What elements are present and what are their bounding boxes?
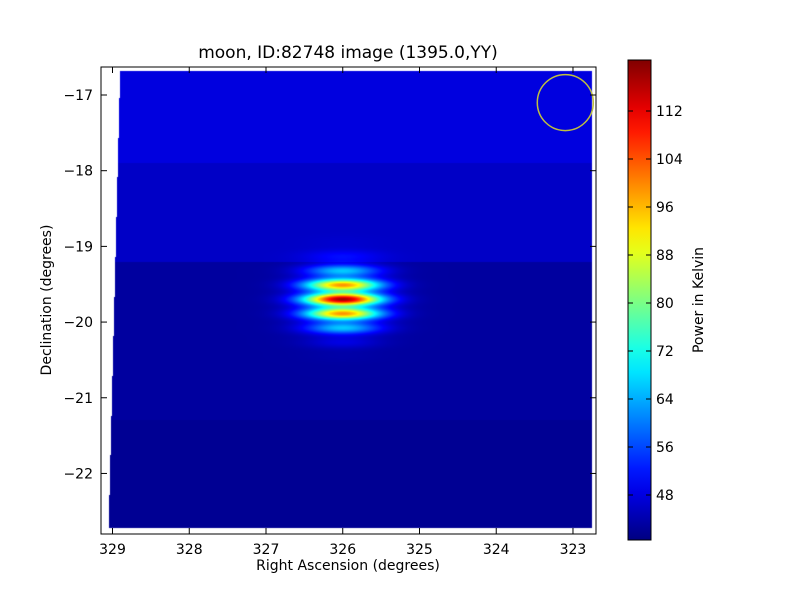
x-tick-label: 326: [329, 542, 356, 558]
x-axis: 329 328 327 326 325 324 323: [99, 67, 586, 558]
x-tick-label: 327: [253, 542, 280, 558]
y-tick-label: −17: [63, 88, 93, 104]
colorbar-title: Power in Kelvin: [691, 247, 707, 353]
x-axis-title: Right Ascension (degrees): [256, 558, 440, 574]
plot-area: [101, 67, 596, 534]
y-tick-label: −18: [63, 164, 93, 180]
x-tick-label: 324: [483, 542, 510, 558]
colorbar-tick-label: 88: [656, 248, 674, 264]
colorbar-tick-label: 56: [656, 440, 674, 456]
y-tick-label: −22: [63, 466, 93, 482]
colorbar-tick-label: 96: [656, 200, 674, 216]
colorbar-gradient: [627, 59, 652, 541]
beam-circle: [536, 73, 595, 132]
y-tick-label: −20: [63, 315, 93, 331]
colorbar: 48 56 64 72 80 88 96 104 112 Power in Kelvin: [627, 59, 707, 541]
plot-frame: [100, 66, 597, 535]
y-tick-label: −21: [63, 391, 93, 407]
colorbar-tick-label: 112: [656, 104, 683, 120]
colorbar-tick-label: 48: [656, 488, 674, 504]
x-tick-label: 328: [176, 542, 203, 558]
x-tick-label: 323: [560, 542, 587, 558]
colorbar-tick-label: 72: [656, 344, 674, 360]
colorbar-tick-label: 80: [656, 296, 674, 312]
x-tick-label: 325: [406, 542, 433, 558]
colorbar-tick-label: 104: [656, 152, 683, 168]
y-tick-label: −19: [63, 239, 93, 255]
heatmap-image: [101, 67, 596, 534]
y-axis-title: Declination (degrees): [39, 225, 55, 376]
y-axis: −17 −18 −19 −20 −21 −22: [63, 88, 596, 482]
chart-title: moon, ID:82748 image (1395.0,YY): [198, 43, 498, 63]
x-tick-label: 329: [99, 542, 126, 558]
colorbar-tick-label: 64: [656, 392, 674, 408]
colorbar-ticks: 48 56 64 72 80 88 96 104 112: [628, 104, 683, 504]
